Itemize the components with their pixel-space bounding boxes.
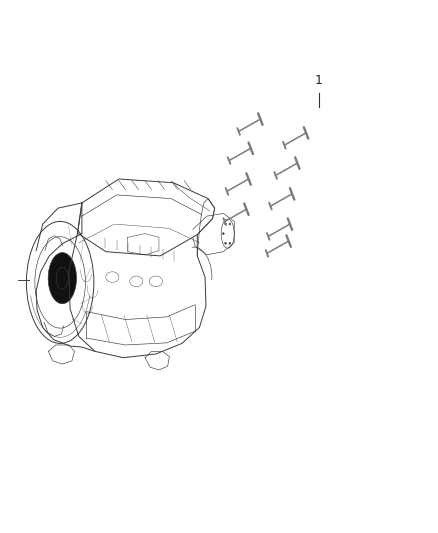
Text: 1: 1 [315,74,323,87]
Circle shape [223,232,224,235]
Circle shape [225,242,226,244]
Circle shape [229,223,231,225]
Circle shape [225,223,226,225]
Circle shape [229,242,231,244]
Ellipse shape [48,253,77,304]
